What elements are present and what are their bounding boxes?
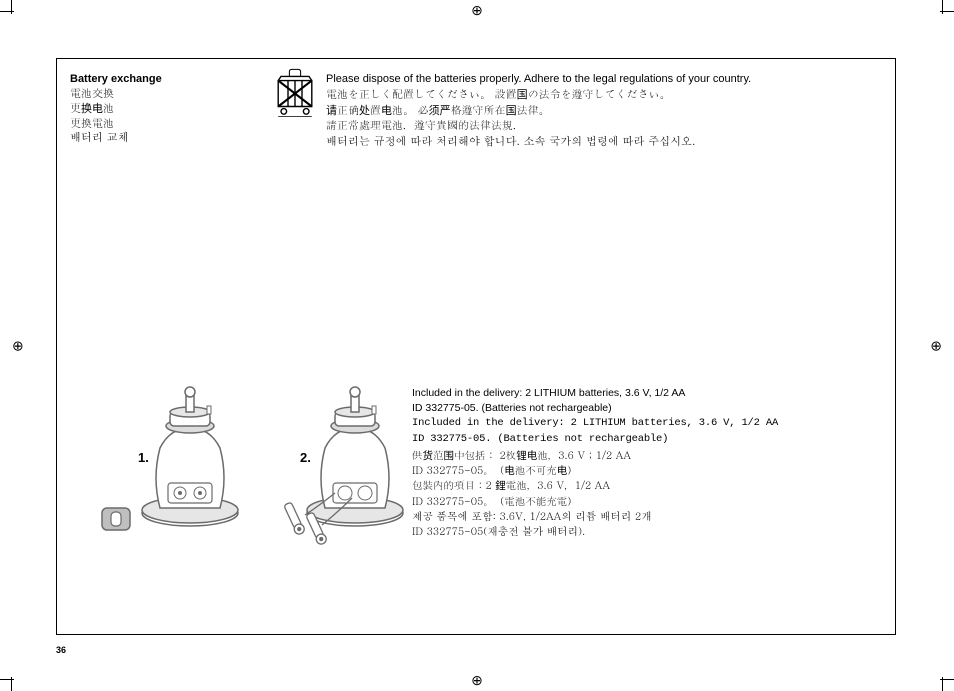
delivery-zhcn-l2: ID 332775-05。（电池不可充电） [412,462,778,477]
disposal-en: Please dispose of the batteries properly… [326,72,751,87]
crop-mark [940,11,954,12]
title-ko: 배터리 교체 [70,131,162,146]
disposal-zh-tw: 請正常處理電池．遵守貴國的法律法規． [326,118,751,133]
crop-mark [0,679,14,680]
step-1-label: 1. [138,450,149,465]
title-zh-tw: 更換電池 [70,117,162,132]
step-2-label: 2. [300,450,311,465]
delivery-text-block: Included in the delivery: 2 LITHIUM batt… [412,386,778,538]
registration-mark-icon: ⊕ [12,337,24,354]
disposal-zh-cn: 请正确处置电池。 必须严格遵守所在国法律。 [326,103,751,118]
delivery-en-l1: Included in the delivery: 2 LITHIUM batt… [412,386,778,401]
crop-mark [0,11,14,12]
title-en: Battery exchange [70,72,162,87]
crop-mark [940,679,954,680]
title-ja: 電池交換 [70,87,162,102]
delivery-zhtw-l1: 包裝內的項目：2 鋰電池，3.6 V，1/2 AA [412,477,778,492]
section-title-block: Battery exchange 電池交換 更换电池 更換電池 배터리 교체 [70,72,162,146]
delivery-zhcn-l1: 供货范围中包括： 2枚锂电池，3.6 V；1/2 AA [412,447,778,462]
delivery-mono-l1: Included in the delivery: 2 LITHIUM batt… [412,416,778,431]
disposal-ja: 電池を正しく配置してください。 設置国の法令を遵守してください。 [326,87,751,102]
registration-mark-icon: ⊕ [471,2,483,19]
title-zh-cn: 更换电池 [70,102,162,117]
registration-mark-icon: ⊕ [930,337,942,354]
delivery-ko-l1: 제공 품목에 포함: 3.6V, 1/2AA의 리튬 배터리 2개 [412,508,778,523]
page-number: 36 [56,645,66,655]
disposal-ko: 배터리는 규정에 따라 처리해야 합니다. 소속 국가의 법령에 따라 주십시오… [326,134,751,149]
delivery-ko-l2: ID 332775-05(재충전 불가 배터리). [412,523,778,538]
delivery-zhtw-l2: ID 332775-05。（電池不能充電） [412,493,778,508]
registration-mark-icon: ⊕ [471,672,483,689]
no-dispose-bin-icon [274,68,316,120]
disposal-text-block: Please dispose of the batteries properly… [326,72,751,149]
delivery-en-l2: ID 332775-05. (Batteries not rechargeabl… [412,401,778,416]
delivery-mono-l2: ID 332775-05. (Batteries not rechargeabl… [412,432,778,447]
battery-diagram: 1. 2. [80,350,400,550]
